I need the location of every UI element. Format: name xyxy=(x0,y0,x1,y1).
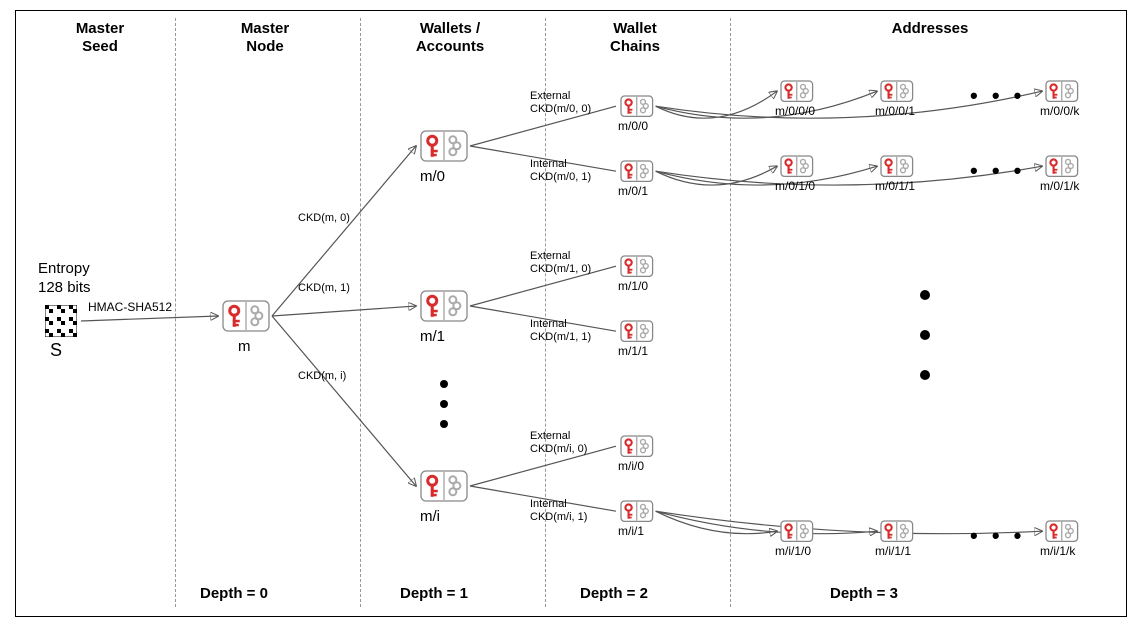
chain-label-ci0: m/i/0 xyxy=(618,459,644,473)
key-node-icon xyxy=(1045,520,1079,542)
depth-2: Depth = 2 xyxy=(580,585,648,602)
wallet-label-wi: m/i xyxy=(420,508,440,525)
key-node-icon xyxy=(780,155,814,177)
address-mid-vdot-2 xyxy=(920,370,930,380)
wallet-vdot-0 xyxy=(440,380,448,388)
key-node-icon xyxy=(880,520,914,542)
chain-label-c10: m/1/0 xyxy=(618,279,648,293)
key-node-icon xyxy=(620,500,654,522)
address-label-m-i-1-k: m/i/1/k xyxy=(1040,544,1075,558)
key-node-icon xyxy=(620,435,654,457)
chain-label-c01: m/0/1 xyxy=(618,184,648,198)
address-label-m-0-0-0: m/0/0/0 xyxy=(775,104,815,118)
column-divider-3 xyxy=(730,18,731,607)
wallet-label-w0: m/0 xyxy=(420,168,445,185)
chain-label-ci1: m/i/1 xyxy=(618,524,644,538)
address-label-m-0-1-1: m/0/1/1 xyxy=(875,179,915,193)
chain-edge-label-c00: ExternalCKD(m/0, 0) xyxy=(530,90,591,115)
key-node-icon xyxy=(420,130,468,162)
key-node-icon xyxy=(1045,155,1079,177)
address-ellipsis-c01: • • • xyxy=(970,158,1025,184)
key-node-icon xyxy=(420,470,468,502)
diagram-stage: MasterSeed MasterNode Wallets /Accounts Wal… xyxy=(0,0,1146,632)
wallet-vdot-1 xyxy=(440,400,448,408)
address-label-m-i-1-0: m/i/1/0 xyxy=(775,544,811,558)
address-label-m-0-1-0: m/0/1/0 xyxy=(775,179,815,193)
chain-edge-label-ci1: InternalCKD(m/i, 1) xyxy=(530,498,587,523)
wallet-label-w1: m/1 xyxy=(420,328,445,345)
seed-qr-icon xyxy=(45,305,77,337)
hdr-addresses: Addresses xyxy=(820,20,1040,38)
chain-edge-label-c11: InternalCKD(m/1, 1) xyxy=(530,318,591,343)
master-node-label: m xyxy=(238,338,251,355)
seed-s-label: S xyxy=(50,340,62,361)
depth-1: Depth = 1 xyxy=(400,585,468,602)
address-label-m-0-1-k: m/0/1/k xyxy=(1040,179,1079,193)
key-node-icon xyxy=(420,290,468,322)
hdr-node: MasterNode xyxy=(185,20,345,56)
key-node-icon xyxy=(620,95,654,117)
address-label-m-0-0-1: m/0/0/1 xyxy=(875,104,915,118)
key-node-icon xyxy=(780,520,814,542)
chain-edge-label-ci0: ExternalCKD(m/i, 0) xyxy=(530,430,587,455)
address-label-m-0-0-k: m/0/0/k xyxy=(1040,104,1079,118)
ckd-label-wi: CKD(m, i) xyxy=(298,370,346,383)
address-ellipsis-c00: • • • xyxy=(970,83,1025,109)
depth-0: Depth = 0 xyxy=(200,585,268,602)
address-ellipsis-ci1: • • • xyxy=(970,523,1025,549)
hmac-label: HMAC-SHA512 xyxy=(88,300,172,314)
key-node-icon xyxy=(222,300,270,332)
chain-edge-label-c10: ExternalCKD(m/1, 0) xyxy=(530,250,591,275)
key-node-icon xyxy=(880,80,914,102)
depth-3: Depth = 3 xyxy=(830,585,898,602)
address-label-m-i-1-1: m/i/1/1 xyxy=(875,544,911,558)
column-divider-1 xyxy=(360,18,361,607)
key-node-icon xyxy=(1045,80,1079,102)
key-node-icon xyxy=(880,155,914,177)
ckd-label-w0: CKD(m, 0) xyxy=(298,212,350,225)
wallet-vdot-2 xyxy=(440,420,448,428)
hdr-chains: WalletChains xyxy=(555,20,715,56)
chain-edge-label-c01: InternalCKD(m/0, 1) xyxy=(530,158,591,183)
hdr-seed: MasterSeed xyxy=(35,20,165,56)
key-node-icon xyxy=(620,320,654,342)
key-node-icon xyxy=(620,160,654,182)
column-divider-0 xyxy=(175,18,176,607)
hdr-wallets: Wallets /Accounts xyxy=(370,20,530,56)
key-node-icon xyxy=(780,80,814,102)
ckd-label-w1: CKD(m, 1) xyxy=(298,282,350,295)
entropy-label: Entropy128 bits xyxy=(38,260,91,298)
chain-label-c00: m/0/0 xyxy=(618,119,648,133)
address-mid-vdot-1 xyxy=(920,330,930,340)
chain-label-c11: m/1/1 xyxy=(618,344,648,358)
address-mid-vdot-0 xyxy=(920,290,930,300)
key-node-icon xyxy=(620,255,654,277)
